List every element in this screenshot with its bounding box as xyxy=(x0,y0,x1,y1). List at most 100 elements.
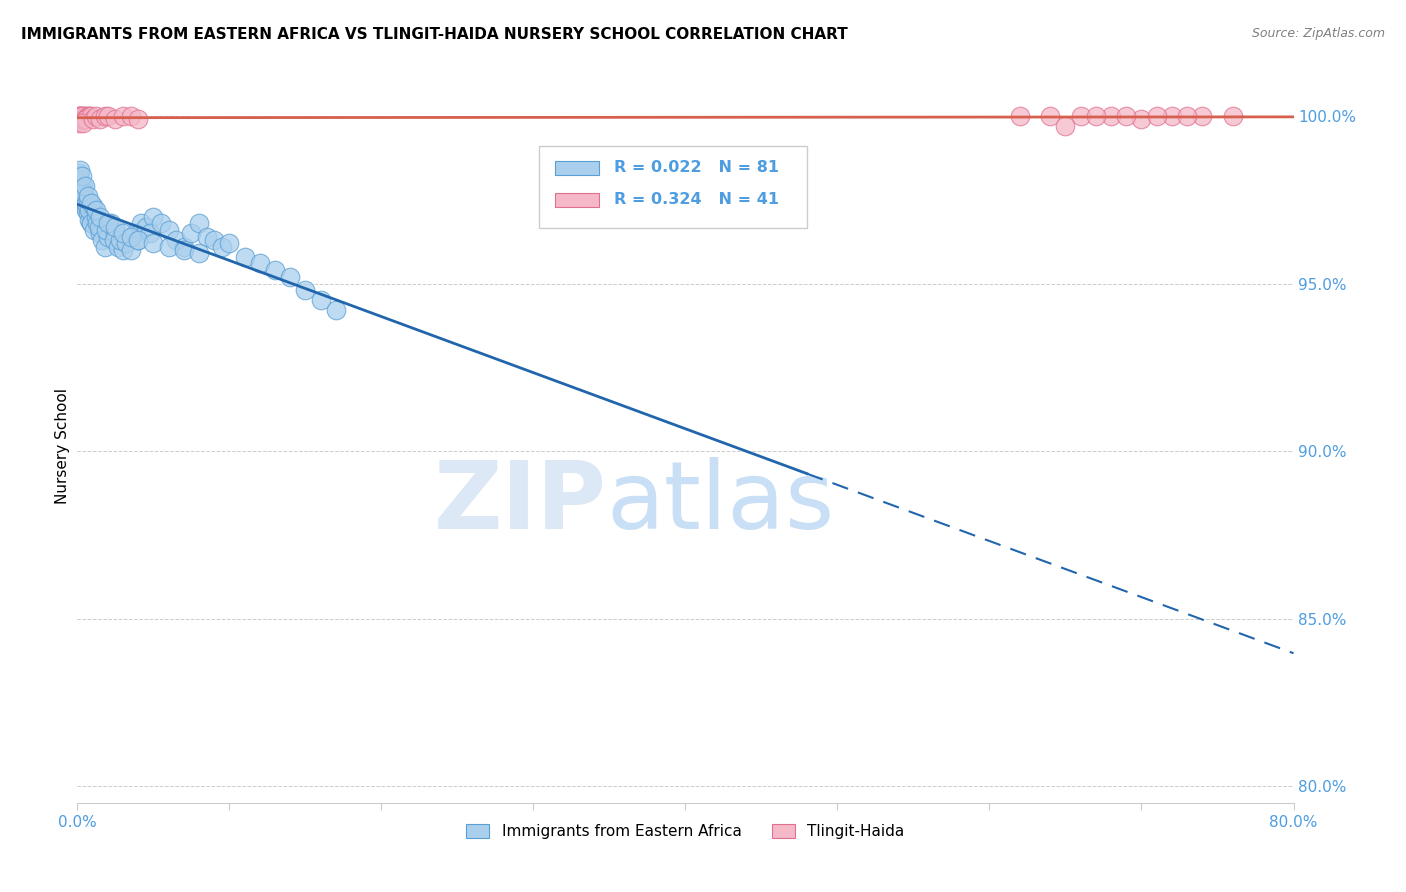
Point xyxy=(120,229,142,244)
Point xyxy=(84,109,107,123)
Point xyxy=(1084,109,1107,123)
Point xyxy=(127,233,149,247)
Point xyxy=(80,109,103,123)
Point xyxy=(70,112,93,127)
Point xyxy=(309,293,332,308)
Point xyxy=(120,243,142,257)
Text: R = 0.022   N = 81: R = 0.022 N = 81 xyxy=(613,161,779,175)
Point xyxy=(67,116,90,130)
Point xyxy=(104,112,127,127)
Point xyxy=(77,189,100,203)
Point xyxy=(104,227,127,241)
Point xyxy=(67,112,90,127)
Legend: Immigrants from Eastern Africa, Tlingit-Haida: Immigrants from Eastern Africa, Tlingit-… xyxy=(460,818,911,845)
Point xyxy=(84,210,107,224)
Y-axis label: Nursery School: Nursery School xyxy=(55,388,70,504)
Point xyxy=(79,212,101,227)
Point xyxy=(75,196,97,211)
Point xyxy=(80,216,103,230)
Point xyxy=(103,233,125,247)
Point xyxy=(67,109,90,123)
Point xyxy=(70,112,93,127)
Point xyxy=(188,246,211,260)
Point xyxy=(325,303,347,318)
Point xyxy=(100,216,122,230)
Point xyxy=(173,240,195,254)
Point xyxy=(75,202,97,217)
Point xyxy=(142,236,165,251)
Point xyxy=(127,112,149,127)
Point xyxy=(218,236,240,251)
Point xyxy=(69,162,91,177)
Point xyxy=(77,193,100,207)
Point xyxy=(180,227,202,241)
Point xyxy=(75,112,97,127)
Point xyxy=(75,109,97,123)
Point xyxy=(70,183,93,197)
Point xyxy=(69,109,91,123)
Point xyxy=(1191,109,1213,123)
Point xyxy=(89,112,111,127)
Point xyxy=(72,112,94,127)
Point xyxy=(79,202,101,217)
Point xyxy=(67,193,90,207)
Point xyxy=(86,216,108,230)
Point xyxy=(124,227,146,241)
Text: IMMIGRANTS FROM EASTERN AFRICA VS TLINGIT-HAIDA NURSERY SCHOOL CORRELATION CHART: IMMIGRANTS FROM EASTERN AFRICA VS TLINGI… xyxy=(21,27,848,42)
FancyBboxPatch shape xyxy=(555,193,599,207)
Point xyxy=(70,186,93,200)
Point xyxy=(79,109,101,123)
Point xyxy=(120,109,142,123)
Text: ZIP: ZIP xyxy=(433,457,606,549)
Point xyxy=(70,109,93,123)
Point xyxy=(108,233,131,247)
Point xyxy=(67,166,90,180)
Point xyxy=(1115,109,1137,123)
Point xyxy=(73,179,96,194)
Point xyxy=(90,233,112,247)
Point xyxy=(69,183,91,197)
Point xyxy=(127,233,149,247)
Point xyxy=(264,263,287,277)
Point xyxy=(233,250,256,264)
Point xyxy=(1130,112,1153,127)
Point xyxy=(80,216,103,230)
Point xyxy=(195,229,218,244)
Point xyxy=(89,210,111,224)
Text: atlas: atlas xyxy=(606,457,835,549)
Point xyxy=(73,199,96,213)
Point xyxy=(89,227,111,241)
Point xyxy=(111,243,134,257)
Point xyxy=(107,240,129,254)
Point xyxy=(69,172,91,186)
Point xyxy=(77,206,100,220)
Point xyxy=(173,243,195,257)
Point xyxy=(1099,109,1122,123)
Point xyxy=(72,116,94,130)
Point xyxy=(149,216,172,230)
Point xyxy=(165,233,187,247)
Point xyxy=(135,219,157,234)
Point xyxy=(157,223,180,237)
Point xyxy=(73,112,96,127)
Point xyxy=(97,109,120,123)
Point xyxy=(69,189,91,203)
Point xyxy=(82,112,104,127)
Point xyxy=(104,219,127,234)
Point xyxy=(87,219,110,234)
Point xyxy=(93,109,115,123)
Point xyxy=(82,210,104,224)
Point xyxy=(83,223,105,237)
Point xyxy=(97,229,120,244)
Point xyxy=(211,240,233,254)
Point xyxy=(142,210,165,224)
Point xyxy=(139,227,162,241)
FancyBboxPatch shape xyxy=(555,161,599,175)
Point xyxy=(69,109,91,123)
Point xyxy=(1161,109,1184,123)
Point xyxy=(1146,109,1168,123)
Point xyxy=(96,223,118,237)
Point xyxy=(82,199,104,213)
Point xyxy=(157,240,180,254)
Point xyxy=(1070,109,1092,123)
